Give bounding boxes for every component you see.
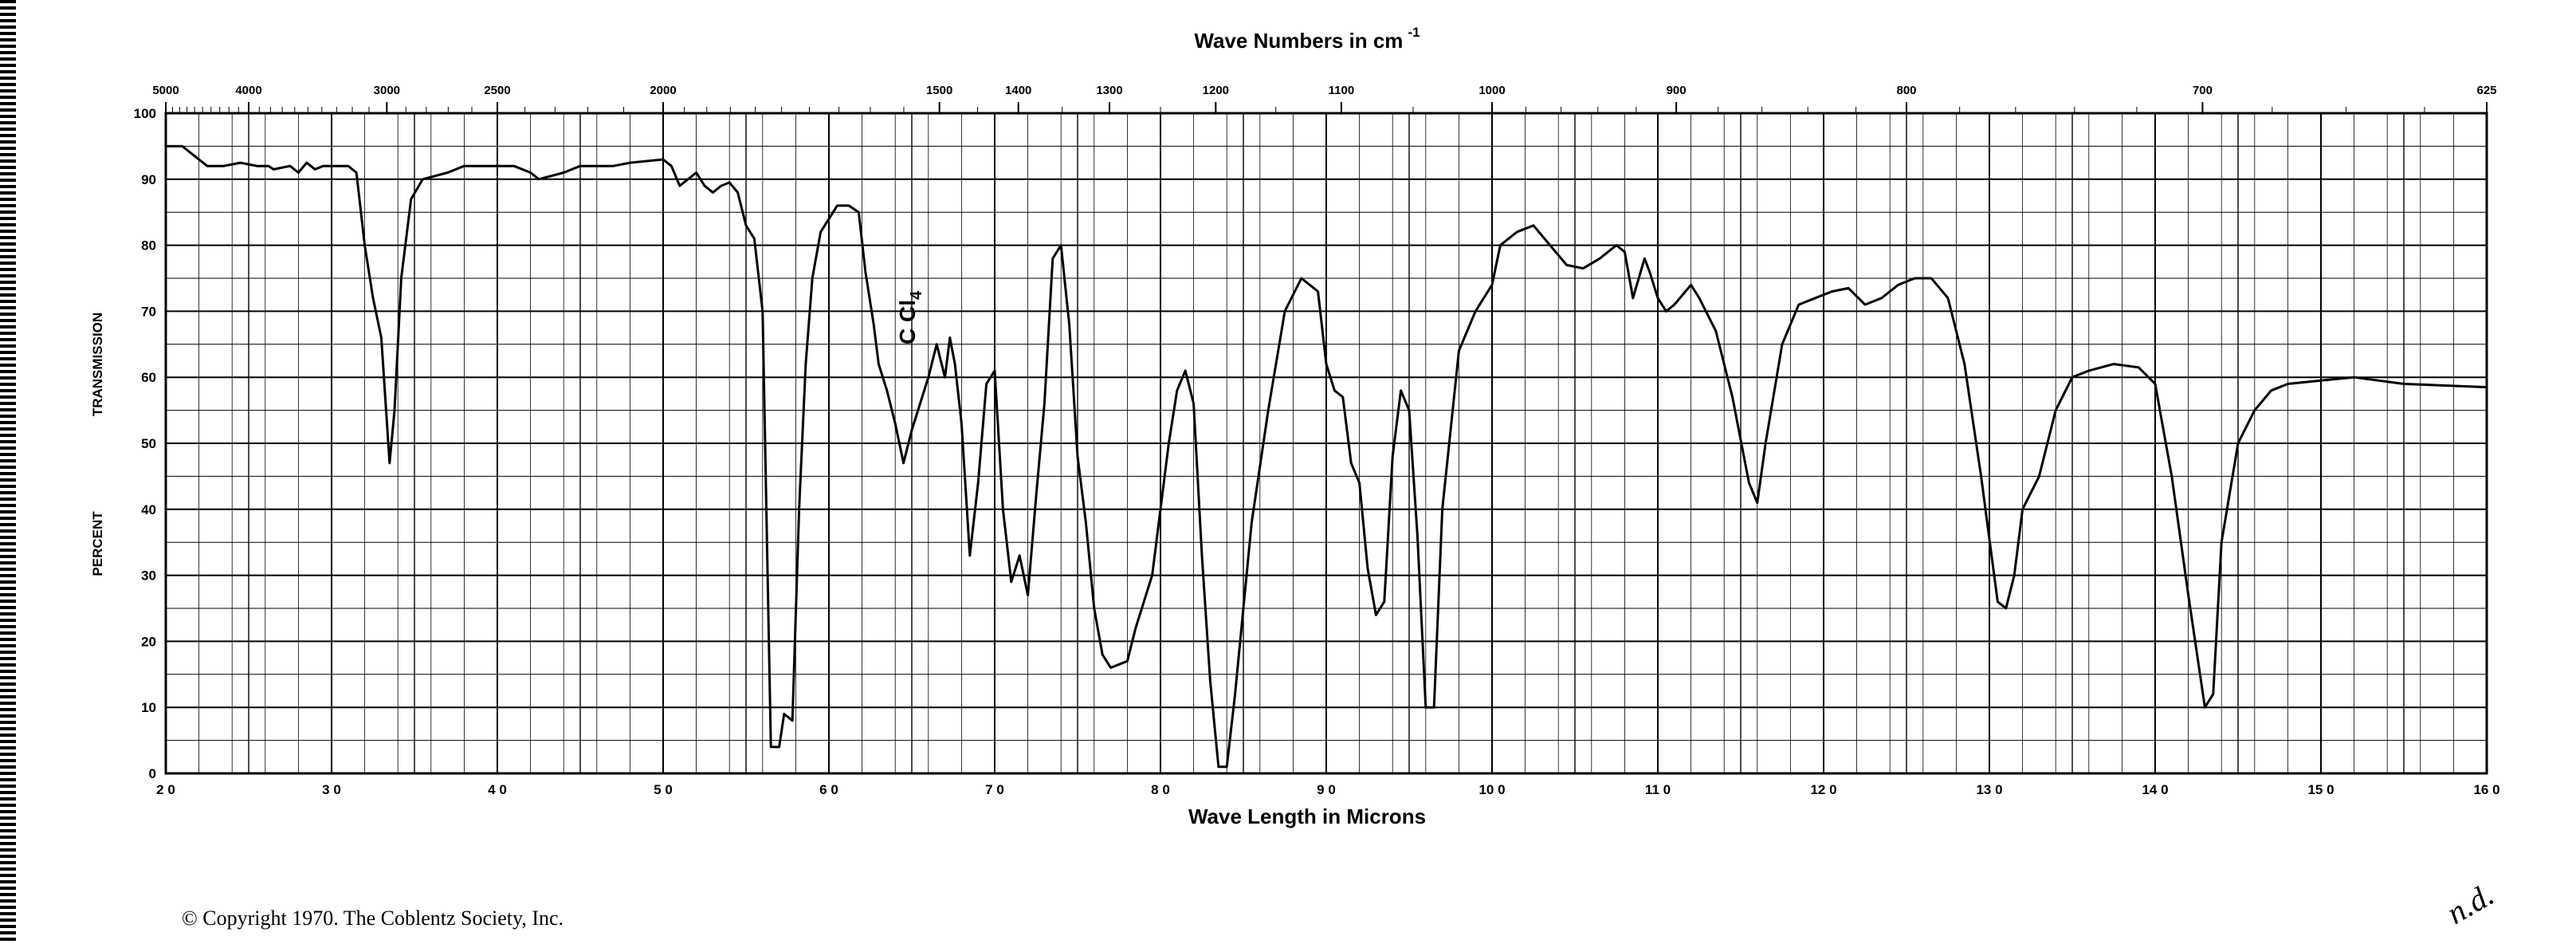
x-tick-label: 11 0 <box>1645 782 1671 797</box>
x-tick-label: 14 0 <box>2142 782 2168 797</box>
y-tick-label: 100 <box>134 106 156 121</box>
y-tick-label: 30 <box>141 568 156 584</box>
y-tick-label: 20 <box>141 634 156 649</box>
top-tick-label: 1500 <box>926 84 952 97</box>
top-tick-label: 800 <box>1896 84 1916 97</box>
top-tick-label: 900 <box>1667 84 1687 97</box>
top-tick-label: 2000 <box>650 84 676 97</box>
y-tick-label: 60 <box>141 370 156 385</box>
x-tick-label: 10 0 <box>1478 782 1505 797</box>
x-tick-label: 6 0 <box>819 782 838 797</box>
compound-label: C Cl4 <box>895 290 925 344</box>
top-tick-label: 3000 <box>374 84 400 97</box>
y-tick-label: 0 <box>149 766 156 781</box>
y-axis-label-percent: PERCENT <box>90 511 105 576</box>
x-tick-label: 9 0 <box>1317 782 1336 797</box>
spectrum-line <box>166 144 2488 769</box>
y-tick-labels: 0 10 20 30 40 50 60 70 80 90 100 <box>134 106 156 781</box>
copyright-notice: © Copyright 1970. The Coblentz Society, … <box>182 907 564 930</box>
x-tick-label: 16 0 <box>2473 782 2499 797</box>
top-tick-label: 1300 <box>1096 84 1122 97</box>
signature: n.d. <box>2441 876 2499 931</box>
x-tick-label: 13 0 <box>1976 782 2002 797</box>
top-tick-label: 1100 <box>1329 84 1355 97</box>
y-tick-label: 10 <box>141 700 156 715</box>
x-tick-label: 3 0 <box>322 782 341 797</box>
top-tick-label: 1400 <box>1005 84 1031 97</box>
y-tick-label: 80 <box>141 238 156 254</box>
top-tick-label: 2500 <box>484 84 510 97</box>
x-tick-label: 7 0 <box>985 782 1004 797</box>
x-tick-label: 8 0 <box>1151 782 1170 797</box>
top-tick-label: 4000 <box>235 84 261 97</box>
top-tick-label: 1200 <box>1203 84 1229 97</box>
y-tick-label: 70 <box>141 304 156 319</box>
grid-lines <box>164 112 2488 775</box>
top-tick-label: 625 <box>2476 84 2496 97</box>
x-tick-label: 12 0 <box>1810 782 1836 797</box>
top-tick-label: 5000 <box>152 84 179 97</box>
x-axis-label: Wave Length in Microns <box>1188 804 1426 828</box>
binding-edge <box>0 0 16 944</box>
y-tick-label: 40 <box>141 502 156 517</box>
top-tick-labels: 5000 4000 3000 2500 2000 1500 1400 1300 1200 1100… <box>152 84 2497 113</box>
x-tick-label: 15 0 <box>2307 782 2334 797</box>
x-tick-label: 2 0 <box>156 782 175 797</box>
y-tick-label: 90 <box>141 172 156 187</box>
x-tick-label: 5 0 <box>654 782 673 797</box>
x-tick-labels: 2 0 3 0 4 0 5 0 6 0 7 0 8 0 9 0 10 0 11 0 12 0 13 0… <box>156 782 2499 797</box>
chart-title: Wave Numbers in cm -1 <box>1194 25 1420 53</box>
y-tick-label: 50 <box>141 436 156 451</box>
top-tick-label: 700 <box>2193 84 2213 97</box>
x-tick-label: 4 0 <box>488 782 507 797</box>
y-axis-label-transmission: TRANSMISSION <box>90 313 105 416</box>
top-tick-label: 1000 <box>1478 84 1505 97</box>
compound-label-group: C Cl4 <box>895 290 925 344</box>
